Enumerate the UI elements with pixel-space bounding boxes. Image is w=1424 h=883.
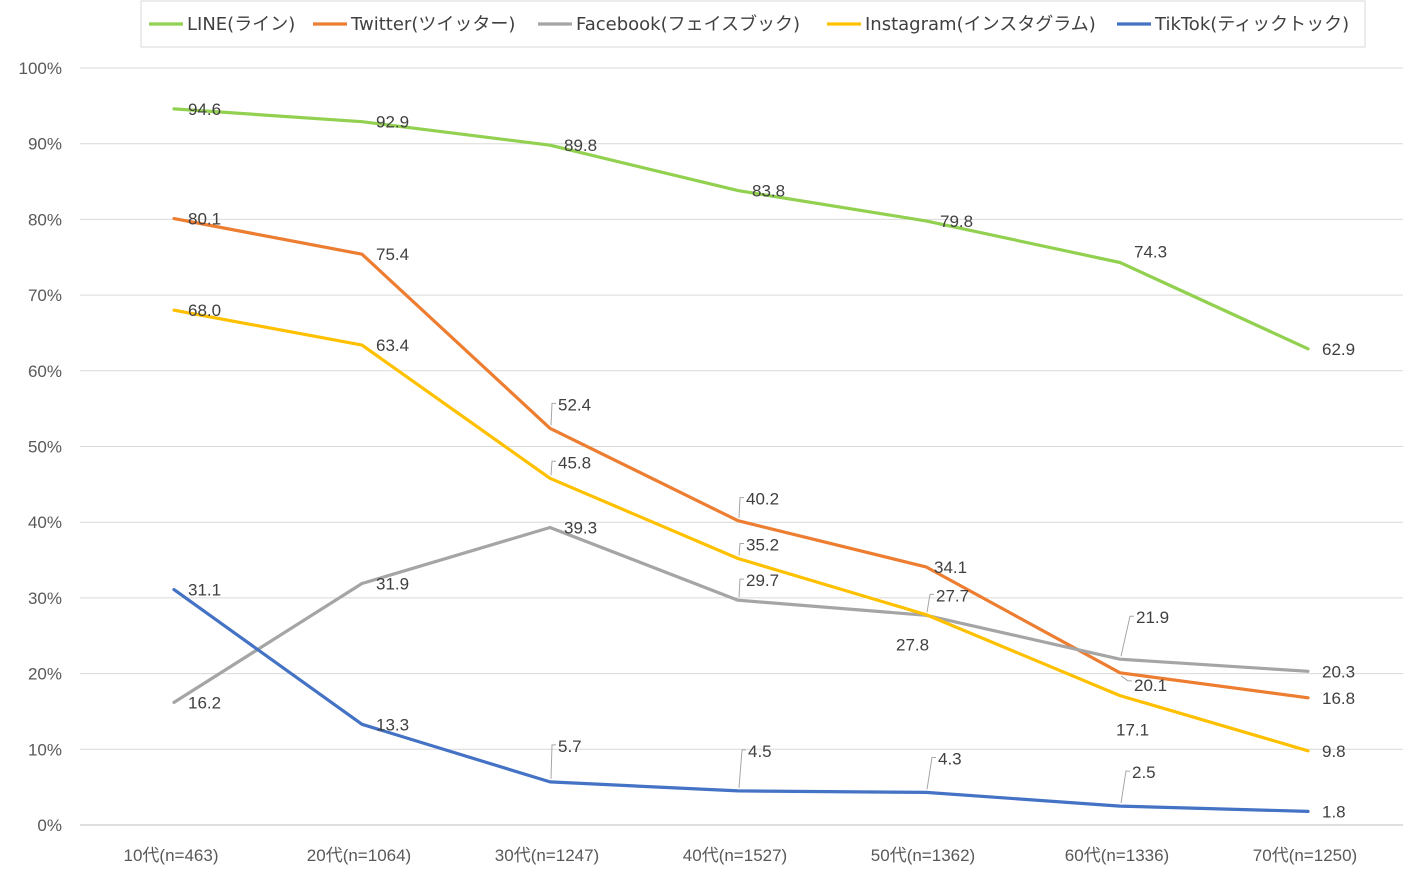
data-label: 45.8 <box>558 453 591 472</box>
data-label: 9.8 <box>1322 742 1346 761</box>
leader-line <box>738 497 744 518</box>
y-tick-label: 100% <box>19 59 62 78</box>
y-tick-label: 10% <box>28 740 62 759</box>
leader-line <box>1120 675 1132 682</box>
y-tick-label: 70% <box>28 286 62 305</box>
leader-line <box>550 402 556 426</box>
data-label: 79.8 <box>940 212 973 231</box>
data-label: 17.1 <box>1116 721 1149 740</box>
y-axis: 0% 10% 20% 30% 40% 50% 60% 70% 80% 90% 100% <box>19 59 62 835</box>
data-label: 34.1 <box>934 558 967 577</box>
x-tick-label: 50代(n=1362) <box>871 846 975 865</box>
data-label: 40.2 <box>746 490 779 509</box>
series-line <box>172 107 1310 351</box>
y-tick-label: 40% <box>28 513 62 532</box>
data-label: 63.4 <box>376 336 409 355</box>
data-label: 52.4 <box>558 395 591 414</box>
data-label: 20.1 <box>1134 676 1167 695</box>
data-label: 16.8 <box>1322 689 1355 708</box>
data-label: 80.1 <box>188 210 221 229</box>
series-lines <box>172 107 1310 814</box>
legend-label: LINE(ライン) <box>187 14 295 35</box>
legend-label: Instagram(インスタグラム) <box>865 14 1096 35</box>
legend-label: TikTok(ティックトック) <box>1154 14 1349 35</box>
data-label: 39.3 <box>564 518 597 537</box>
leader-line <box>550 460 556 476</box>
data-label: 4.3 <box>938 749 962 768</box>
data-label: 92.9 <box>376 113 409 132</box>
data-label: 68.0 <box>188 301 221 320</box>
gridlines <box>80 67 1403 826</box>
data-label: 62.9 <box>1322 340 1355 359</box>
data-label: 31.1 <box>188 581 221 600</box>
y-tick-label: 80% <box>28 210 62 229</box>
data-label: 27.8 <box>896 636 929 655</box>
y-tick-label: 50% <box>28 438 62 457</box>
label-leader-lines <box>550 402 1134 804</box>
data-label: 83.8 <box>752 182 785 201</box>
data-label: 75.4 <box>376 245 409 264</box>
data-label: 1.8 <box>1322 802 1346 821</box>
leader-line <box>738 543 744 556</box>
data-label: 4.5 <box>748 742 772 761</box>
y-tick-label: 0% <box>37 816 62 835</box>
leader-line <box>738 749 746 788</box>
x-axis: 10代(n=463) 20代(n=1064) 30代(n=1247) 40代(n=15… <box>124 846 1358 865</box>
x-tick-label: 60代(n=1336) <box>1065 846 1169 865</box>
data-label: 16.2 <box>188 693 221 712</box>
data-label: 27.7 <box>936 586 969 605</box>
series-line <box>172 308 1310 753</box>
leader-line <box>1120 770 1130 804</box>
legend-label: Facebook(フェイスブック) <box>576 13 800 35</box>
x-tick-label: 10代(n=463) <box>124 846 219 865</box>
series-line <box>172 525 1310 705</box>
leader-line <box>738 578 744 598</box>
data-labels: 94.6 92.9 89.8 83.8 79.8 74.3 62.9 80.1 75.4 52.4… <box>188 100 1355 821</box>
x-tick-label: 30代(n=1247) <box>495 846 599 865</box>
data-label: 35.2 <box>746 536 779 555</box>
data-label: 2.5 <box>1132 763 1156 782</box>
data-label: 89.8 <box>564 136 597 155</box>
x-tick-label: 40代(n=1527) <box>683 846 787 865</box>
data-label: 5.7 <box>558 737 582 756</box>
leader-line <box>926 756 936 790</box>
legend: LINE(ライン) Twitter(ツイッター) Facebook(フェイスブック)… <box>140 0 1366 48</box>
data-label: 74.3 <box>1134 243 1167 262</box>
x-tick-label: 20代(n=1064) <box>307 846 411 865</box>
y-tick-label: 90% <box>28 135 62 154</box>
x-tick-label: 70代(n=1250) <box>1253 846 1357 865</box>
data-label: 31.9 <box>376 575 409 594</box>
data-label: 13.3 <box>376 715 409 734</box>
y-tick-label: 20% <box>28 665 62 684</box>
y-tick-label: 30% <box>28 589 62 608</box>
leader-line <box>1120 615 1134 657</box>
y-tick-label: 60% <box>28 362 62 381</box>
legend-label: Twitter(ツイッター) <box>350 14 515 35</box>
leader-line <box>926 593 934 613</box>
data-label: 21.9 <box>1136 608 1169 627</box>
data-label: 94.6 <box>188 100 221 119</box>
series-line <box>172 217 1310 700</box>
leader-line <box>550 744 556 779</box>
data-label: 20.3 <box>1322 662 1355 681</box>
series-line <box>172 587 1310 814</box>
data-label: 29.7 <box>746 571 779 590</box>
